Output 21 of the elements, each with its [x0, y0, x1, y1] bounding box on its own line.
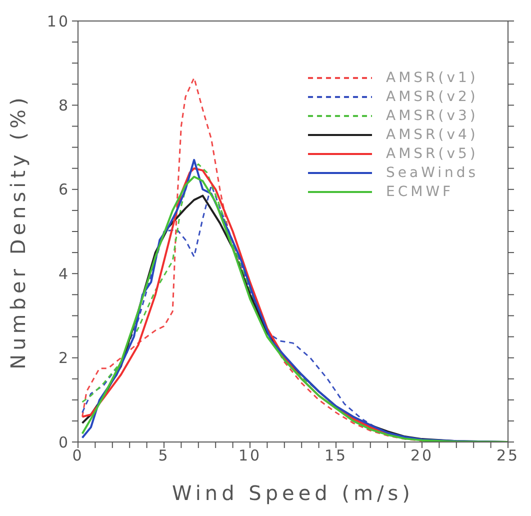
- y-axis-title: Number Density (%): [6, 94, 30, 370]
- x-tick-label: 25: [496, 446, 520, 465]
- y-tick-label: 2: [58, 349, 70, 368]
- y-tick-label: 6: [58, 180, 70, 199]
- x-tick-label: 0: [72, 446, 84, 465]
- y-tick-label: 4: [58, 264, 70, 283]
- legend-label: SeaWinds: [386, 164, 479, 180]
- y-tick-label: 0: [58, 433, 70, 452]
- x-tick-label: 15: [324, 446, 348, 465]
- legend-label: AMSR(v3): [386, 108, 478, 124]
- x-tick-label: 10: [238, 446, 262, 465]
- legend-label: AMSR(v1): [386, 70, 478, 86]
- x-tick-label: 20: [410, 446, 434, 465]
- y-tick-label: 8: [58, 96, 70, 115]
- legend-label: AMSR(v5): [386, 146, 478, 162]
- legend-label: AMSR(v2): [386, 88, 478, 104]
- legend-label: ECMWF: [386, 184, 454, 200]
- x-tick-label: 5: [158, 446, 170, 465]
- legend-label: AMSR(v4): [386, 126, 478, 142]
- x-axis-title: Wind Speed (m/s): [172, 481, 414, 505]
- y-tick-label: 10: [46, 12, 70, 30]
